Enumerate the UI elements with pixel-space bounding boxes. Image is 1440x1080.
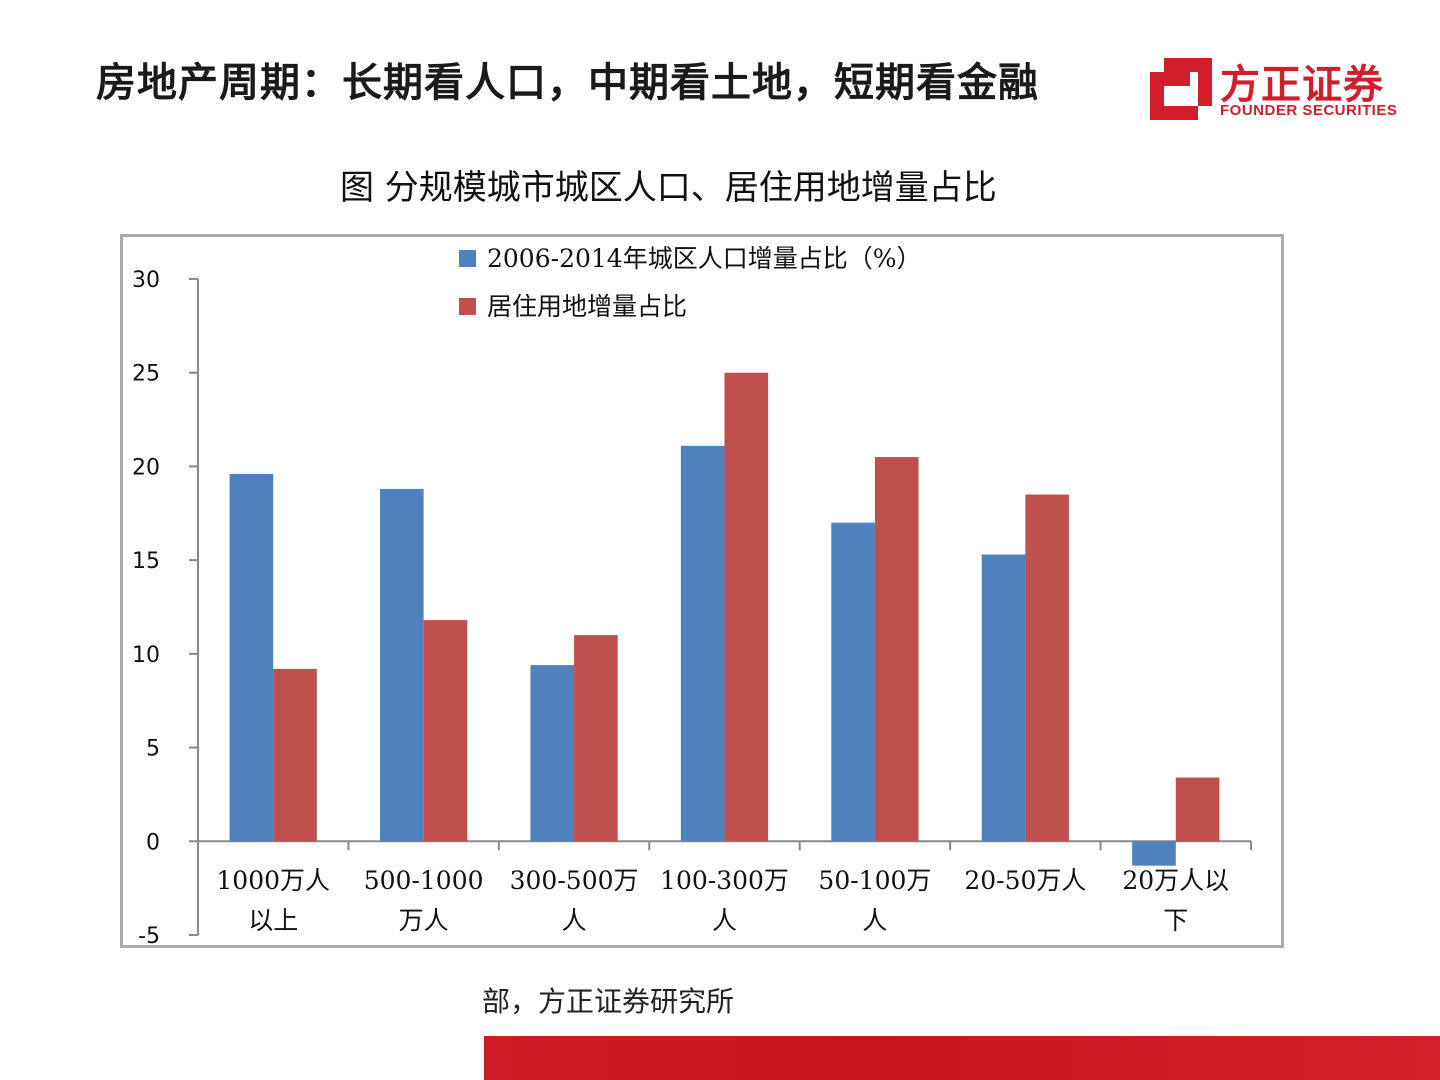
chart-title: 图 分规模城市城区人口、居住用地增量占比 [340, 168, 997, 208]
x-category-label: 20万人以 [1122, 866, 1229, 895]
x-category-label: 万人 [399, 906, 449, 935]
x-category-label: 人 [712, 906, 737, 935]
bar-residential-land-3 [724, 372, 769, 842]
y-tick-label: 5 [146, 737, 160, 762]
x-category-label: 以上 [248, 906, 298, 935]
source-note: 部，方正证券研究所 [482, 985, 735, 1018]
chart-frame: -5 0 5 10 15 20 25 30 1000万人 以上 500-1000 万人 300-500万… [120, 234, 1284, 948]
legend-swatch-1 [459, 298, 476, 315]
bar-population-1 [380, 488, 424, 842]
x-category-label: 下 [1163, 906, 1188, 935]
bar-residential-land-4 [874, 457, 919, 842]
bar-population-4 [831, 522, 875, 842]
bar-population-2 [530, 665, 575, 842]
founder-logo-icon [1150, 58, 1212, 120]
x-category-label: 300-500万 [510, 866, 639, 895]
x-category-label: 20-50万人 [964, 866, 1086, 895]
x-category-label: 人 [562, 906, 587, 935]
logo-name-en: FOUNDER SECURITIES [1220, 102, 1398, 119]
x-category-label: 50-100万 [818, 866, 931, 895]
founder-securities-logo: 方正证券 FOUNDER SECURITIES [1150, 56, 1400, 122]
legend-swatch-0 [459, 250, 476, 267]
bar-population-6 [1132, 841, 1176, 866]
footer-red-band [484, 1036, 1440, 1080]
x-category-label: 500-1000 [364, 866, 484, 895]
bar-residential-land-1 [423, 620, 468, 842]
legend-label-0: 2006-2014年城区人口增量占比（%） [487, 244, 921, 273]
bar-population-0 [229, 473, 274, 842]
logo-name-cn: 方正证券 [1220, 62, 1384, 108]
x-category-label: 1000万人 [216, 866, 330, 895]
bar-residential-land-2 [574, 635, 618, 842]
legend-label-1: 居住用地增量占比 [487, 292, 687, 321]
y-tick-label: 20 [132, 455, 160, 480]
x-category-label: 100-300万 [660, 866, 789, 895]
y-tick-label: 25 [132, 362, 160, 387]
bar-residential-land-6 [1175, 777, 1220, 842]
y-tick-label: 15 [132, 549, 160, 574]
y-tick-label: 0 [146, 830, 160, 855]
y-tick-label: 10 [132, 643, 160, 668]
bar-residential-land-5 [1025, 494, 1069, 842]
bar-population-5 [981, 554, 1026, 842]
y-tick-label: 30 [132, 268, 160, 293]
y-tick-label: -5 [138, 924, 160, 945]
bar-residential-land-0 [273, 668, 317, 842]
bar-population-3 [680, 445, 725, 842]
slide-title: 房地产周期：长期看人口，中期看土地，短期看金融 [96, 60, 1039, 106]
x-category-label: 人 [862, 906, 887, 935]
